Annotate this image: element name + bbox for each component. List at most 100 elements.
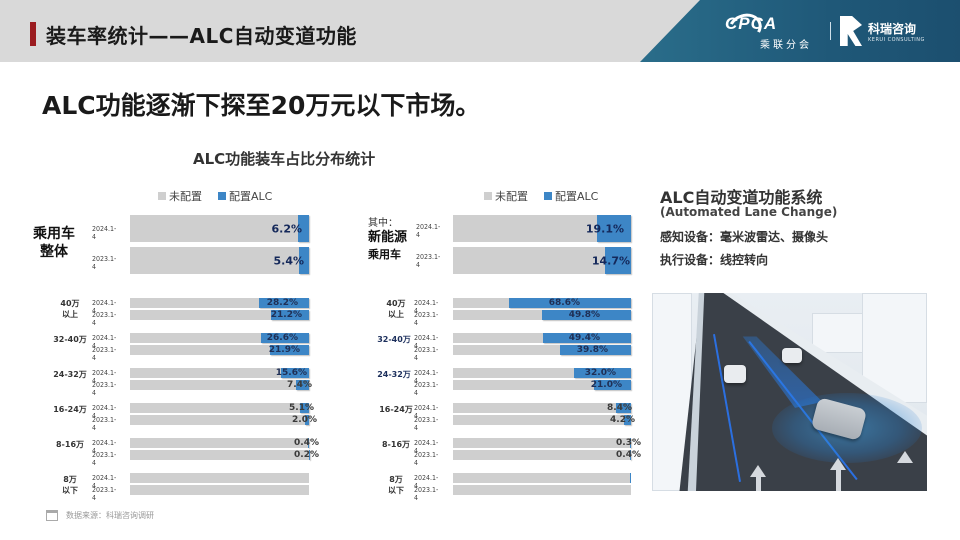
bar-value: 49.4% [568, 333, 600, 343]
group-label-line: 16-24万 [53, 405, 87, 414]
bar-32-40w-2023: 21.9% [130, 345, 309, 355]
header-accent-bar [30, 22, 36, 46]
calendar-icon [46, 510, 58, 521]
group-label-32-40w: 32-40万 [372, 334, 416, 345]
bar-8w-below-2023 [453, 485, 631, 495]
bar-fill [560, 345, 631, 355]
year-label: 2024.1-4 [92, 225, 117, 241]
year-label: 2023.1-4 [414, 416, 439, 432]
header-bar: 装车率统计——ALC自动变道功能 CPCA 乘联分会 科瑞咨询 KERUI CO… [0, 0, 960, 62]
bar-24-32w-2024: 15.6% [130, 368, 309, 378]
bar-40w-2023: 49.8% [453, 310, 631, 320]
source-text: 数据来源：科瑞咨询调研 [66, 511, 154, 520]
bar-value: 15.6% [275, 368, 307, 378]
bar-value: 7.4% [287, 380, 312, 390]
legend-not-configured: 未配置 [484, 188, 528, 204]
legend-not-configured: 未配置 [158, 188, 202, 204]
group-label-line: 40万 [60, 299, 80, 308]
year-label: 2023.1-4 [92, 416, 117, 432]
bar-value: 68.6% [548, 298, 580, 308]
bar-fill [593, 380, 631, 390]
bar-value: 21.0% [590, 380, 622, 390]
bar-fill [574, 368, 631, 378]
bar-value: 0.3% [616, 438, 641, 448]
bar-value: 21.9% [268, 345, 300, 355]
year-label: 2024.1-4 [414, 334, 439, 350]
bar-8-16w-2023: 0.2% [130, 450, 319, 460]
group-label-line: 8-16万 [381, 440, 411, 449]
year-label: 2023.1-4 [92, 486, 117, 502]
year-label: 2023.1-4 [92, 255, 117, 271]
legend-label: 未配置 [169, 190, 202, 203]
bar-fill [295, 380, 309, 390]
bar-fill [616, 403, 631, 413]
group-label-8w-below: 8万 以下 [376, 474, 416, 496]
bar-value: 21.2% [270, 310, 302, 320]
group-label-line: 以上 [62, 310, 78, 319]
group-label-nev-line3: 乘用车 [368, 248, 401, 261]
alc-scene-illustration [652, 293, 927, 491]
year-label: 2023.1-4 [414, 381, 439, 397]
bar-fill [308, 438, 309, 448]
bar-value: 0.2% [294, 450, 319, 460]
group-label-nev: 新能源 [368, 230, 428, 246]
main-heading: ALC功能逐渐下探至20万元以下市场。 [42, 91, 481, 120]
bar-fill [271, 310, 309, 320]
bar-value: 0.4% [616, 450, 641, 460]
bar-value: 6.2% [271, 222, 302, 235]
road-arrow-stem [756, 477, 761, 491]
year-label: 2024.1-4 [92, 299, 117, 315]
group-label-line: 以下 [62, 486, 78, 495]
road-arrow-icon [897, 451, 913, 463]
bar-40w-2024: 28.2% [130, 298, 309, 308]
group-label-nev-prefix: 其中： [368, 218, 398, 229]
year-label: 2024.1-4 [414, 369, 439, 385]
group-label-8-16w: 8-16万 [376, 439, 416, 450]
bar-8w-below-2024 [130, 473, 309, 483]
bar-overall-2024: 6.2% [130, 215, 309, 242]
car-left [724, 365, 746, 383]
year-label: 2023.1-4 [414, 486, 439, 502]
bar-value: 4.2% [610, 415, 635, 425]
group-label-16-24w: 16-24万 [376, 404, 416, 415]
year-label: 2024.1-4 [414, 474, 439, 490]
bar-fill [297, 215, 309, 242]
road-arrow-icon [830, 458, 846, 470]
bar-value: 2.0% [292, 415, 317, 425]
year-label: 2023.1-4 [414, 311, 439, 327]
group-label-8-16w: 8-16万 [50, 439, 90, 450]
bar-fill [604, 247, 631, 274]
bar-16-24w-2023: 4.2% [453, 415, 635, 425]
group-label-16-24w: 16-24万 [50, 404, 90, 415]
bar-fill [508, 298, 631, 308]
group-label-line: 32-40万 [377, 335, 411, 344]
group-label-40w-plus: 40万 以上 [376, 298, 416, 320]
bar-fill [299, 403, 309, 413]
bar-value: 0.4% [294, 438, 319, 448]
bar-8-16w-2024: 0.3% [453, 438, 641, 448]
car-ahead [782, 348, 802, 363]
group-label-24-32w: 24-32万 [372, 369, 416, 380]
year-label: 2024.1-4 [414, 404, 439, 420]
bar-32-40w-2024: 49.4% [453, 333, 631, 343]
year-label: 2024.1-4 [92, 369, 117, 385]
kerui-logo-english: KERUI CONSULTING [868, 37, 925, 43]
year-label: 2024.1-4 [414, 439, 439, 455]
bar-fill [542, 310, 631, 320]
bar-fill [630, 438, 631, 448]
legend-swatch-blue [544, 192, 552, 200]
bar-8-16w-2024: 0.4% [130, 438, 319, 448]
footer-source: 数据来源：科瑞咨询调研 [46, 510, 154, 521]
bar-value: 39.8% [576, 345, 608, 355]
group-label-line: 24-32万 [53, 370, 87, 379]
group-label-line: 8万 [63, 475, 77, 484]
bar-value: 28.2% [266, 298, 298, 308]
legend-label: 配置ALC [555, 190, 599, 203]
group-label-line: 24-32万 [377, 370, 411, 379]
legend-configured: 配置ALC [218, 188, 272, 204]
bar-value: 49.8% [568, 310, 600, 320]
bar-40w-2024: 68.6% [453, 298, 631, 308]
cpca-logo: CPCA [725, 14, 778, 33]
group-label-line: 40万 [386, 299, 406, 308]
legend-swatch-gray [158, 192, 166, 200]
